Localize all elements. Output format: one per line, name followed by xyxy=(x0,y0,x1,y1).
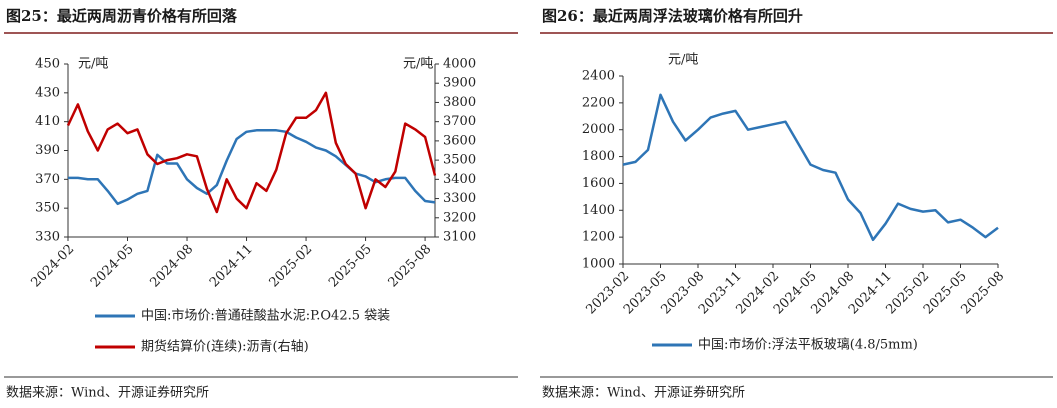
y-tick-label: 2200 xyxy=(582,95,615,110)
x-tick-label: 2024-05 xyxy=(88,242,137,291)
y2-tick-label: 3800 xyxy=(443,95,476,110)
y-tick-label: 1800 xyxy=(582,149,615,164)
x-tick-label: 2025-05 xyxy=(326,242,375,291)
y-tick-label: 390 xyxy=(35,143,60,158)
y-tick-label: 350 xyxy=(35,201,60,216)
y-tick-label: 1200 xyxy=(582,230,615,245)
y2-tick-label: 3900 xyxy=(443,76,476,91)
y2-tick-label: 3200 xyxy=(443,210,476,225)
x-tick-label: 2024-11 xyxy=(207,242,256,291)
line-series xyxy=(66,91,437,214)
y2-tick-label: 3600 xyxy=(443,133,476,148)
y-tick-label: 1000 xyxy=(582,257,615,272)
chart-title: 图25：最近两周沥青价格有所回落 xyxy=(6,7,238,25)
y-tick-label: 2400 xyxy=(582,69,615,84)
legend-label: 中国:市场价:普通硅酸盐水泥:P.O42.5 袋装 xyxy=(141,308,390,324)
y2-unit: 元/吨 xyxy=(403,57,433,72)
chart-title: 图26：最近两周浮法玻璃价格有所回升 xyxy=(542,7,803,25)
y-tick-label: 410 xyxy=(35,114,60,129)
y-tick-label: 370 xyxy=(35,172,60,187)
y-tick-label: 450 xyxy=(35,57,60,72)
source: 数据来源：Wind、开源证券研究所 xyxy=(542,385,745,401)
x-tick-label: 2025-08 xyxy=(386,242,435,291)
legend-label: 中国:市场价:浮法平板玻璃(4.8/5mm) xyxy=(698,337,918,353)
y-unit: 元/吨 xyxy=(668,53,698,68)
x-tick-label: 2024-08 xyxy=(148,242,197,291)
legend-label: 期货结算价(连续):沥青(右轴) xyxy=(141,339,309,355)
x-tick-label: 2025-02 xyxy=(267,242,316,291)
line-series xyxy=(622,93,999,242)
y2-tick-label: 4000 xyxy=(443,57,476,72)
y2-tick-label: 3700 xyxy=(443,114,476,129)
y-tick-label: 1400 xyxy=(582,203,615,218)
y-unit: 元/吨 xyxy=(78,57,108,72)
y2-tick-label: 3400 xyxy=(443,172,476,187)
y2-tick-label: 3500 xyxy=(443,153,476,168)
source: 数据来源：Wind、开源证券研究所 xyxy=(6,385,209,401)
y-tick-label: 430 xyxy=(35,85,60,100)
y2-tick-label: 3100 xyxy=(443,230,476,245)
y-tick-label: 2000 xyxy=(582,122,615,137)
y2-tick-label: 3300 xyxy=(443,191,476,206)
x-tick-label: 2024-02 xyxy=(28,242,77,291)
y-tick-label: 1600 xyxy=(582,176,615,191)
y-tick-label: 330 xyxy=(35,230,60,245)
